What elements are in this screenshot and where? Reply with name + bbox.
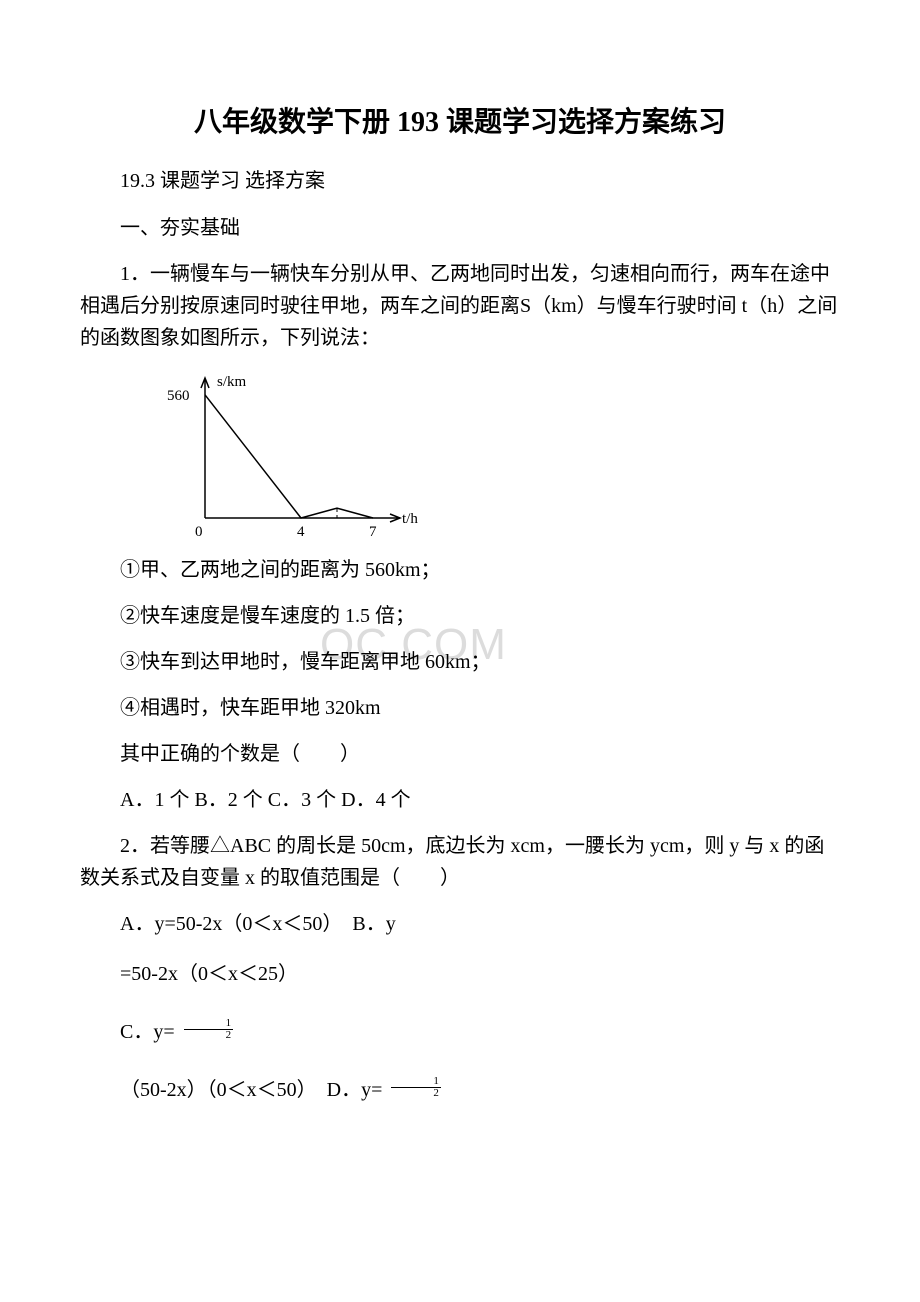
q1-opt1: ①甲、乙两地之间的距离为 560km； bbox=[80, 554, 840, 586]
q1-intro: 1．一辆慢车与一辆快车分别从甲、乙两地同时出发，匀速相向而行，两车在途中相遇后分… bbox=[80, 258, 840, 354]
q2-c-prefix: C．y= bbox=[120, 1021, 175, 1043]
svg-text:s/km: s/km bbox=[217, 374, 247, 390]
fraction-den: 2 bbox=[391, 1088, 441, 1099]
fraction-den: 2 bbox=[184, 1030, 234, 1041]
q1-opt3: ③快车到达甲地时，慢车距离甲地 60km； bbox=[80, 646, 840, 678]
q2-intro: 2．若等腰△ABC 的周长是 50cm，底边长为 xcm，一腰长为 ycm，则 … bbox=[80, 830, 840, 894]
svg-text:4: 4 bbox=[297, 524, 305, 540]
q2-option-c: C．y= 1 2 bbox=[80, 1016, 840, 1048]
section-heading: 一、夯实基础 bbox=[80, 211, 840, 240]
q2-option-d: （50-2x）（0＜x＜50） D．y= 1 2 bbox=[80, 1074, 840, 1106]
q2-d-prefix: （50-2x）（0＜x＜50） D．y= bbox=[120, 1079, 382, 1101]
q1-choices: A．1 个 B．2 个 C．3 个 D．4 个 bbox=[80, 784, 840, 816]
page-content: 八年级数学下册 193 课题学习选择方案练习 19.3 课题学习 选择方案 一、… bbox=[80, 100, 840, 1106]
q1-chart: s/km t/h 560 0 4 7 bbox=[160, 368, 840, 548]
q2-option-a: A．y=50-2x（0＜x＜50） B．y bbox=[80, 908, 840, 940]
q1-opt4: ④相遇时，快车距甲地 320km bbox=[80, 692, 840, 724]
svg-text:560: 560 bbox=[167, 388, 190, 404]
svg-text:7: 7 bbox=[369, 524, 377, 540]
fraction-half-1: 1 2 bbox=[184, 1018, 234, 1041]
distance-time-chart: s/km t/h 560 0 4 7 bbox=[160, 368, 420, 543]
svg-text:t/h: t/h bbox=[402, 511, 418, 527]
q1-opt2: ②快车速度是慢车速度的 1.5 倍； bbox=[80, 600, 840, 632]
q1-prompt: 其中正确的个数是（ ） bbox=[80, 738, 840, 770]
q2-option-a-cont: =50-2x（0＜x＜25） bbox=[80, 958, 840, 990]
fraction-half-2: 1 2 bbox=[391, 1076, 441, 1099]
page-title: 八年级数学下册 193 课题学习选择方案练习 bbox=[80, 100, 840, 140]
svg-text:0: 0 bbox=[195, 524, 203, 540]
subtitle: 19.3 课题学习 选择方案 bbox=[80, 164, 840, 193]
